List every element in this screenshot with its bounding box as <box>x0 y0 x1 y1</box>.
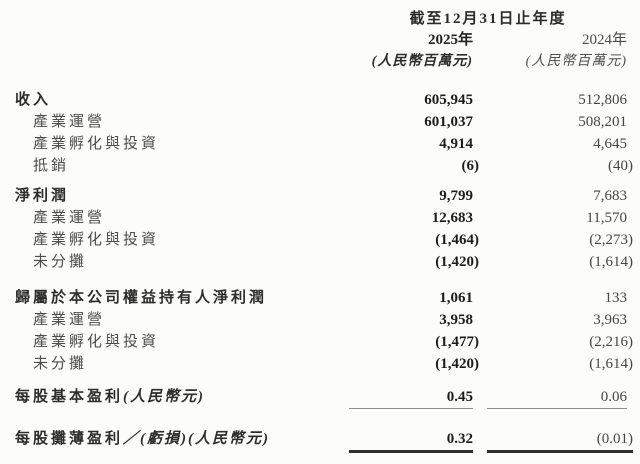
value-2024: (2,273) <box>589 232 633 248</box>
value-2025: (6) <box>461 158 480 174</box>
value-2025: 1,061 <box>439 290 473 306</box>
row-label: 產業運營 <box>33 210 106 226</box>
value-2025: 605,945 <box>424 92 473 108</box>
table-row-unallocated: 未分攤 (1,420) (1,614) <box>15 251 633 273</box>
value-2024: 4,645 <box>593 136 627 152</box>
value-2025: 4,914 <box>439 136 473 152</box>
row-label: 產業孵化與投資 <box>33 232 160 248</box>
value-2024: (2,216) <box>589 334 633 350</box>
value-2025: (1,477) <box>435 334 479 350</box>
table-row-incubation-investment: 產業孵化與投資 4,914 4,645 <box>15 133 627 155</box>
value-2024: 11,570 <box>586 210 627 226</box>
row-label: 未分攤 <box>33 254 88 270</box>
row-label-main: 每股攤薄盈利 <box>15 431 124 447</box>
unit-label-2025: (人民幣百萬元) <box>371 54 473 69</box>
value-2025: (1,420) <box>435 356 479 372</box>
value-2024: 133 <box>604 290 628 306</box>
row-label: 產業運營 <box>33 114 106 130</box>
value-2024: (40) <box>608 158 633 174</box>
table-row-unallocated: 未分攤 (1,420) (1,614) <box>15 353 633 375</box>
value-2025: (1,420) <box>435 254 479 270</box>
row-label: 抵銷 <box>33 158 70 174</box>
value-2025: 12,683 <box>431 210 473 226</box>
value-2025: 0.32 <box>349 431 473 453</box>
table-header-year-row: 2025年 2024年 <box>15 30 627 51</box>
row-label: 淨利潤 <box>15 188 70 204</box>
value-2025: 0.45 <box>349 389 473 409</box>
unit-label-2024: (人民幣百萬元) <box>525 54 627 69</box>
table-row-elimination: 抵銷 (6) (40) <box>15 155 633 177</box>
value-2024: 3,963 <box>593 312 627 328</box>
column-header-2025: 2025年 <box>427 32 473 48</box>
value-2024: 7,683 <box>593 188 627 204</box>
row-label: 產業孵化與投資 <box>33 136 160 152</box>
table-row-profit-attributable: 歸屬於本公司權益持有人淨利潤 1,061 133 <box>15 287 627 309</box>
table-row-net-profit: 淨利潤 9,799 7,683 <box>15 185 627 207</box>
value-2025: 9,799 <box>439 188 473 204</box>
row-label: 產業孵化與投資 <box>33 334 160 350</box>
row-label-note: (人民幣元) <box>123 389 206 405</box>
table-row-basic-eps: 每股基本盈利(人民幣元) 0.45 0.06 <box>15 389 627 409</box>
table-row-revenue: 收入 605,945 512,806 <box>15 89 627 111</box>
table-row-incubation-investment: 產業孵化與投資 (1,477) (2,216) <box>15 331 633 353</box>
row-label: 未分攤 <box>33 356 88 372</box>
value-2024: (1,614) <box>589 356 633 372</box>
value-2024: 512,806 <box>578 92 627 108</box>
table-header-period-row: 截至12月31日止年度 <box>15 9 627 30</box>
table-row-industry-operation: 產業運營 12,683 11,570 <box>15 207 627 229</box>
table-row-diluted-eps: 每股攤薄盈利／(虧損)(人民幣元) 0.32 (0.01) <box>15 431 633 453</box>
value-2025: 601,037 <box>424 114 473 130</box>
row-label-main: 每股基本盈利 <box>15 389 124 405</box>
value-2025: 3,958 <box>439 312 473 328</box>
value-2025: (1,464) <box>435 232 479 248</box>
value-2024: 508,201 <box>578 114 627 130</box>
period-title: 截至12月31日止年度 <box>409 11 567 27</box>
row-label-note: ／(虧損)(人民幣元) <box>123 431 270 447</box>
row-label: 收入 <box>15 92 52 108</box>
row-label: 產業運營 <box>33 312 106 328</box>
table-row-incubation-investment: 產業孵化與投資 (1,464) (2,273) <box>15 229 633 251</box>
table-header-unit-row: (人民幣百萬元) (人民幣百萬元) <box>15 51 627 72</box>
row-label: 每股基本盈利(人民幣元) <box>15 389 335 405</box>
column-header-2024: 2024年 <box>581 32 627 48</box>
value-2024: 0.06 <box>487 389 627 409</box>
table-row-industry-operation: 產業運營 3,958 3,963 <box>15 309 627 331</box>
row-label: 每股攤薄盈利／(虧損)(人民幣元) <box>15 431 335 447</box>
value-2024: (0.01) <box>487 431 633 453</box>
row-label: 歸屬於本公司權益持有人淨利潤 <box>15 290 268 306</box>
table-row-industry-operation: 產業運營 601,037 508,201 <box>15 111 627 133</box>
value-2024: (1,614) <box>589 254 633 270</box>
